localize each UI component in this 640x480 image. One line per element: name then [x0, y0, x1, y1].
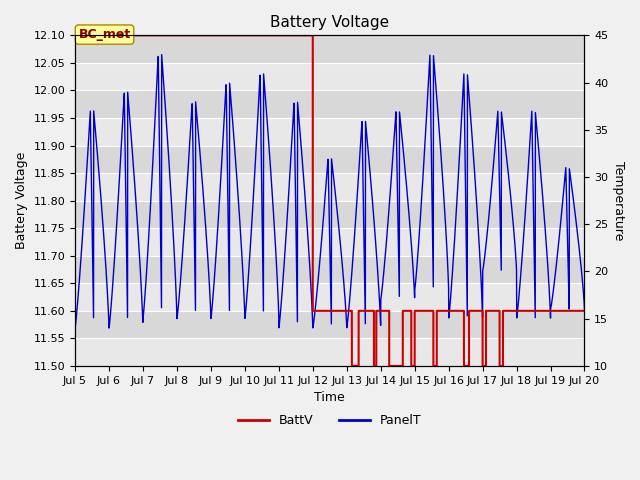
- Bar: [75, 63, 584, 90]
- Bar: [75, 36, 584, 63]
- Y-axis label: Battery Voltage: Battery Voltage: [15, 152, 28, 249]
- Bar: [75, 90, 584, 118]
- Text: BC_met: BC_met: [79, 28, 131, 41]
- Bar: [75, 145, 584, 173]
- Bar: [75, 283, 584, 311]
- Bar: [75, 201, 584, 228]
- Legend: BattV, PanelT: BattV, PanelT: [233, 409, 427, 432]
- Bar: [75, 311, 584, 338]
- Bar: [75, 256, 584, 283]
- Bar: [75, 118, 584, 145]
- Bar: [75, 173, 584, 201]
- Y-axis label: Temperature: Temperature: [612, 161, 625, 240]
- Bar: [75, 338, 584, 366]
- X-axis label: Time: Time: [314, 391, 345, 404]
- Title: Battery Voltage: Battery Voltage: [270, 15, 389, 30]
- Bar: [75, 228, 584, 256]
